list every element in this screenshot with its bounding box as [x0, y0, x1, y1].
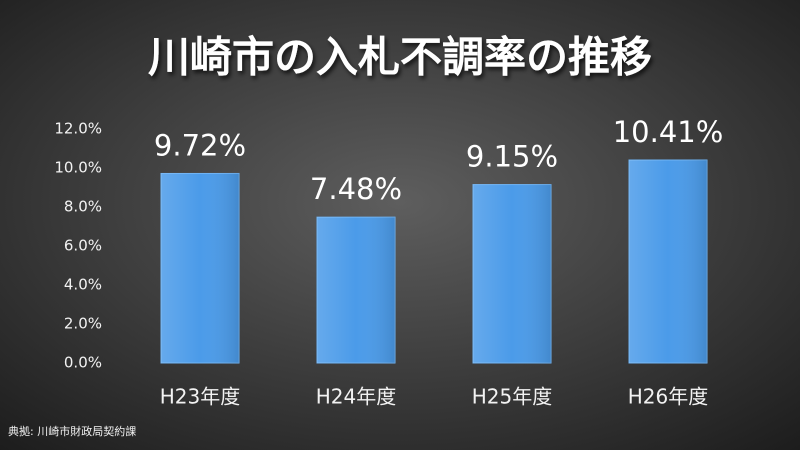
y-tick-label: 4.0% — [64, 276, 102, 294]
bar-shine — [161, 173, 239, 363]
value-label: 10.41% — [613, 115, 724, 149]
bar-shine — [473, 184, 551, 363]
x-tick-label: H26年度 — [628, 385, 709, 409]
x-tick-label: H23年度 — [160, 385, 241, 409]
value-label: 9.15% — [466, 140, 558, 174]
x-tick-label: H24年度 — [316, 385, 397, 409]
value-label: 7.48% — [310, 172, 402, 206]
chart-title: 川崎市の入札不調率の推移 — [148, 33, 652, 82]
y-tick-label: 12.0% — [54, 120, 102, 138]
y-tick-label: 0.0% — [64, 354, 102, 372]
bar-shine — [317, 217, 395, 363]
bar-shine — [629, 160, 707, 363]
y-tick-label: 2.0% — [64, 315, 102, 333]
value-label: 9.72% — [154, 128, 246, 162]
x-tick-label: H25年度 — [472, 385, 553, 409]
source-note: 典拠: 川崎市財政局契約課 — [8, 424, 136, 438]
y-tick-label: 6.0% — [64, 237, 102, 255]
y-tick-label: 10.0% — [54, 159, 102, 177]
y-tick-label: 8.0% — [64, 198, 102, 216]
